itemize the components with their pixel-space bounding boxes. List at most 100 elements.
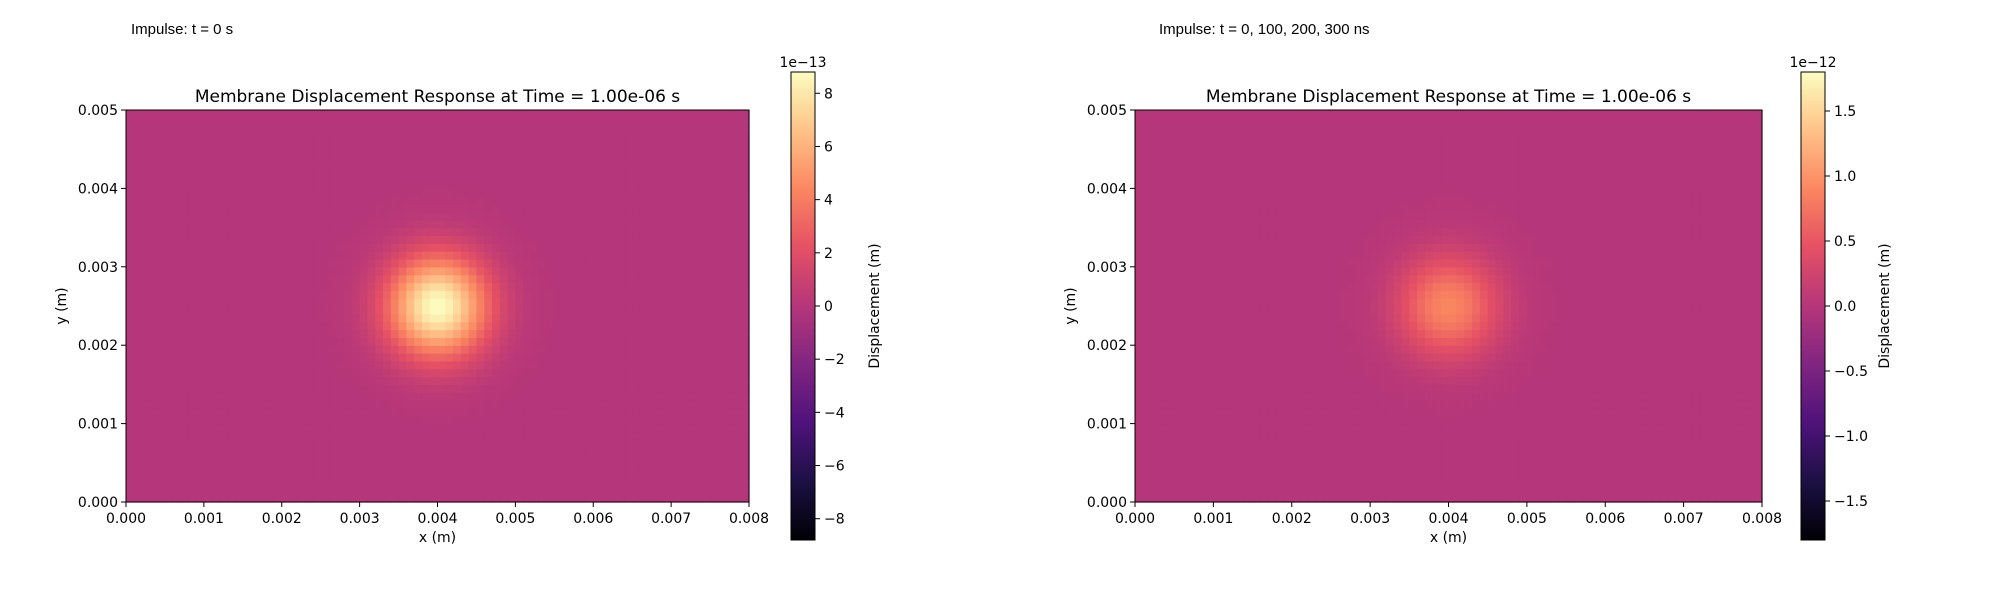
heatmap-cell — [1276, 407, 1285, 417]
heatmap-cell — [476, 164, 485, 174]
heatmap-cell — [149, 321, 158, 331]
heatmap-cell — [655, 180, 664, 189]
heatmap-cell — [1283, 415, 1293, 425]
heatmap-cell — [297, 149, 306, 158]
heatmap-cell — [227, 251, 236, 260]
heatmap-cell — [320, 298, 330, 307]
heatmap-cell — [1495, 423, 1504, 433]
heatmap-cell — [1244, 478, 1254, 487]
heatmap-cell — [398, 486, 407, 495]
heatmap-cell — [468, 439, 478, 448]
heatmap-cell — [227, 478, 236, 487]
heatmap-cell — [250, 462, 259, 472]
heatmap-cell — [196, 219, 205, 229]
heatmap-cell — [686, 353, 696, 362]
heatmap-cell — [639, 486, 649, 495]
heatmap-cell — [126, 204, 135, 213]
heatmap-cell — [1142, 454, 1152, 464]
heatmap-cell — [320, 125, 330, 135]
heatmap-cell — [398, 204, 407, 213]
heatmap-cell — [406, 376, 415, 385]
heatmap-cell — [507, 172, 516, 182]
heatmap-cell — [468, 196, 478, 205]
heatmap-cell — [126, 227, 135, 237]
heatmap-cell — [476, 329, 485, 338]
heatmap-cell — [1346, 494, 1356, 503]
heatmap-cell — [1197, 423, 1207, 433]
heatmap-cell — [538, 306, 548, 315]
heatmap-cell — [437, 211, 446, 221]
heatmap-cell — [289, 164, 298, 174]
heatmap-cell — [367, 470, 376, 480]
heatmap-cell — [1558, 494, 1567, 503]
heatmap-cell — [678, 400, 688, 409]
heatmap-cell — [507, 149, 516, 158]
heatmap-cell — [180, 384, 189, 393]
heatmap-cell — [460, 243, 470, 252]
heatmap-cell — [507, 353, 516, 362]
heatmap-cell — [468, 353, 478, 362]
heatmap-cell — [562, 258, 571, 268]
heatmap-cell — [663, 274, 672, 284]
heatmap-cell — [258, 188, 267, 197]
heatmap-cell — [336, 360, 345, 370]
heatmap-cell — [359, 204, 369, 213]
heatmap-cell — [1393, 431, 1403, 440]
heatmap-cell — [1566, 423, 1575, 433]
heatmap-cell — [328, 266, 337, 276]
heatmap-cell — [453, 235, 462, 244]
heatmap-cell — [429, 462, 439, 472]
heatmap-cell — [562, 219, 571, 229]
heatmap-cell — [616, 204, 625, 213]
heatmap-cell — [437, 415, 446, 425]
heatmap-cell — [632, 133, 641, 142]
heatmap-cell — [421, 486, 431, 495]
heatmap-cell — [702, 337, 711, 346]
heatmap-cell — [655, 243, 664, 252]
heatmap-cell — [569, 196, 579, 205]
heatmap-cell — [694, 243, 703, 252]
heatmap-cell — [421, 400, 431, 409]
heatmap-cell — [733, 164, 742, 174]
heatmap-cell — [126, 110, 135, 119]
heatmap-cell — [305, 282, 314, 291]
heatmap-cell — [1746, 423, 1755, 433]
heatmap-cell — [702, 227, 711, 237]
heatmap-cell — [172, 243, 182, 252]
heatmap-cell — [741, 258, 750, 268]
heatmap-cell — [336, 243, 345, 252]
heatmap-cell — [530, 133, 540, 142]
heatmap-cell — [258, 353, 267, 362]
heatmap-cell — [164, 376, 174, 385]
heatmap-cell — [725, 431, 735, 440]
heatmap-cell — [382, 133, 392, 142]
heatmap-cell — [569, 407, 579, 417]
heatmap-cell — [312, 376, 322, 385]
heatmap-cell — [188, 180, 197, 189]
heatmap-cell — [468, 204, 478, 213]
heatmap-cell — [647, 266, 657, 276]
heatmap-cell — [211, 321, 221, 331]
heatmap-cell — [1613, 486, 1622, 495]
heatmap-cell — [460, 486, 470, 495]
heatmap-cell — [320, 384, 330, 393]
heatmap-cell — [141, 368, 150, 378]
heatmap-cell — [235, 376, 244, 385]
heatmap-cell — [639, 423, 649, 433]
heatmap-cell — [250, 251, 259, 260]
heatmap-cell — [484, 337, 493, 346]
heatmap-cell — [157, 431, 166, 440]
heatmap-cell — [1699, 439, 1708, 448]
heatmap-cell — [523, 125, 532, 135]
heatmap-cell — [398, 172, 407, 182]
heatmap-cell — [601, 157, 610, 166]
heatmap-cell — [468, 117, 478, 127]
heatmap-cell — [133, 368, 143, 378]
heatmap-cell — [1511, 439, 1520, 448]
heatmap-cell — [1182, 439, 1191, 448]
heatmap-cell — [530, 188, 540, 197]
heatmap-cell — [1683, 454, 1693, 464]
heatmap-cell — [499, 345, 509, 354]
heatmap-cell — [1197, 462, 1207, 472]
heatmap-cell — [398, 439, 407, 448]
